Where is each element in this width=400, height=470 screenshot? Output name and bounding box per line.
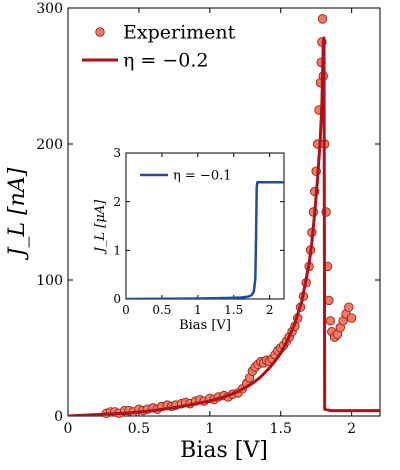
main-x-tick-label: 0.5 bbox=[128, 421, 150, 437]
inset-plot-frame bbox=[125, 152, 285, 300]
main-data-point bbox=[344, 302, 354, 312]
inset-x-tick-label: 2 bbox=[266, 303, 274, 317]
main-legend-label: η = −0.2 bbox=[123, 50, 209, 72]
main-data-point bbox=[317, 14, 328, 24]
main-legend-label: Experiment bbox=[123, 22, 236, 44]
inset-x-tick-label: 0 bbox=[122, 303, 130, 317]
main-data-point bbox=[346, 313, 357, 323]
main-x-tick-label: 1 bbox=[205, 421, 214, 437]
inset-y-tick-label: 1 bbox=[113, 244, 121, 258]
inset-y-tick-label: 3 bbox=[113, 146, 121, 160]
main-x-tick-label: 0 bbox=[64, 421, 73, 437]
inset-y-tick-label: 0 bbox=[113, 292, 121, 306]
main-data-point bbox=[325, 316, 336, 326]
inset-y-axis-label: J_L [μA] bbox=[93, 199, 108, 255]
inset-x-tick-label: 1.5 bbox=[224, 303, 243, 317]
inset-series-line bbox=[126, 180, 284, 299]
main-y-tick-label: 0 bbox=[54, 409, 63, 425]
main-x-tick-label: 1.5 bbox=[270, 421, 292, 437]
main-y-tick-label: 100 bbox=[36, 273, 63, 289]
inset-x-axis-label: Bias [V] bbox=[179, 318, 231, 333]
inset-chart: 0 0.5 1 1.5 2 0 1 2 3 Bias [V] J_L [μA] η = −0.1 bbox=[93, 146, 285, 333]
inset-legend-label: η = −0.1 bbox=[173, 169, 232, 184]
main-x-tick-label: 2 bbox=[347, 421, 356, 437]
main-legend-marker-swatch bbox=[95, 27, 105, 37]
main-series-line bbox=[68, 36, 380, 416]
main-y-tick-label: 200 bbox=[36, 137, 63, 153]
inset-x-tick-label: 0.5 bbox=[152, 303, 171, 317]
main-x-axis-label: Bias [V] bbox=[180, 438, 268, 463]
inset-y-tick-label: 2 bbox=[113, 195, 121, 209]
main-y-axis-label: J_L [nA] bbox=[5, 167, 30, 260]
inset-x-tick-label: 1 bbox=[194, 303, 202, 317]
main-y-tick-label: 300 bbox=[36, 1, 63, 17]
